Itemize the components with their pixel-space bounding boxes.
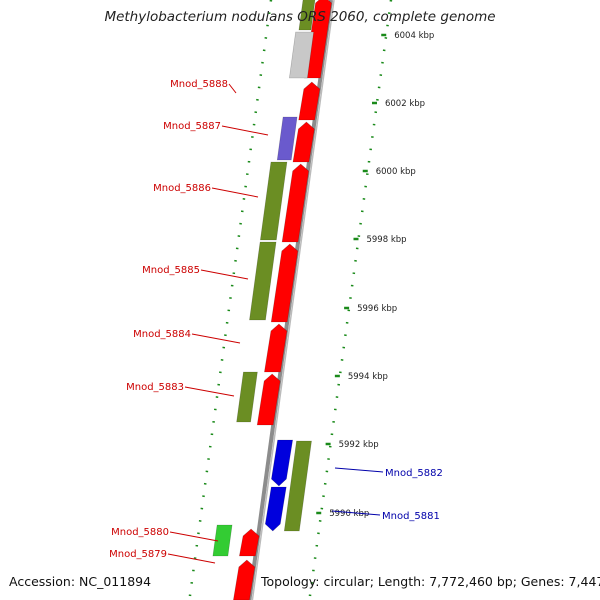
forward-gene-arrow-3 (281, 163, 310, 243)
gene-leader-line-5 (184, 386, 235, 397)
gene-leader-line-1 (221, 125, 269, 136)
reverse-gene-arrow-0 (271, 439, 294, 487)
position-tick-label-5: 5994 kbp (348, 372, 388, 382)
forward-gene-arrow-8 (233, 559, 256, 600)
purple-feature (276, 116, 298, 161)
olive-feature-top (298, 0, 316, 31)
gene-leader-line-2 (211, 187, 259, 198)
gene-leader-line-6 (334, 467, 384, 473)
position-tick-label-6: 5992 kbp (339, 440, 379, 450)
position-tick-label-3: 5998 kbp (366, 235, 406, 245)
backbone-shadow (251, 0, 335, 600)
gene-label-2: Mnod_5886 (153, 183, 211, 194)
position-tick-label-4: 5996 kbp (357, 304, 397, 314)
position-tick-label-2: 6000 kbp (376, 167, 416, 177)
forward-gene-arrow-5 (264, 323, 288, 373)
olive-feature-1 (260, 161, 288, 241)
gene-leader-line-0 (228, 83, 237, 94)
light-green-feature (212, 524, 233, 557)
reverse-gene-arrow-1 (264, 486, 287, 532)
forward-gene-arrow-6 (256, 373, 281, 426)
position-tick-label-7: 5990 kbp (329, 509, 369, 519)
genome-title: Methylobacterium nodulans ORS 2060, comp… (104, 9, 496, 25)
gene-leader-line-8 (169, 531, 219, 542)
accession-label: Accession: NC_011894 (9, 574, 152, 589)
olive-feature-2 (249, 241, 277, 321)
gene-label-5: Mnod_5883 (126, 382, 184, 393)
forward-gene-arrow-2 (292, 121, 315, 163)
gene-leader-line-7 (331, 510, 381, 516)
gene-leader-line-9 (167, 553, 216, 564)
olive-feature-3 (236, 371, 258, 423)
gene-leader-line-3 (200, 269, 249, 280)
topology-label: Topology: circular; Length: 7,772,460 bp… (261, 574, 600, 589)
position-tick-label-0: 6004 kbp (394, 31, 434, 41)
gene-label-4: Mnod_5884 (133, 329, 191, 340)
forward-gene-arrow-1 (298, 81, 321, 121)
grey-feature (289, 31, 314, 79)
gene-label-8: Mnod_5880 (111, 527, 169, 538)
gene-label-6: Mnod_5882 (385, 468, 443, 479)
gene-label-1: Mnod_5887 (163, 121, 221, 132)
right-tick-ring (308, 0, 393, 600)
gene-label-3: Mnod_5885 (142, 265, 200, 276)
gene-label-0: Mnod_5888 (170, 79, 228, 90)
forward-gene-arrow-7 (239, 528, 260, 557)
gene-label-9: Mnod_5879 (109, 549, 167, 560)
gene-label-7: Mnod_5881 (382, 511, 440, 522)
position-tick-label-1: 6002 kbp (385, 99, 425, 109)
gene-leader-line-4 (191, 333, 241, 344)
forward-gene-arrow-4 (270, 243, 299, 323)
olive-feature-reverse (283, 440, 312, 532)
left-tick-ring (188, 0, 273, 600)
